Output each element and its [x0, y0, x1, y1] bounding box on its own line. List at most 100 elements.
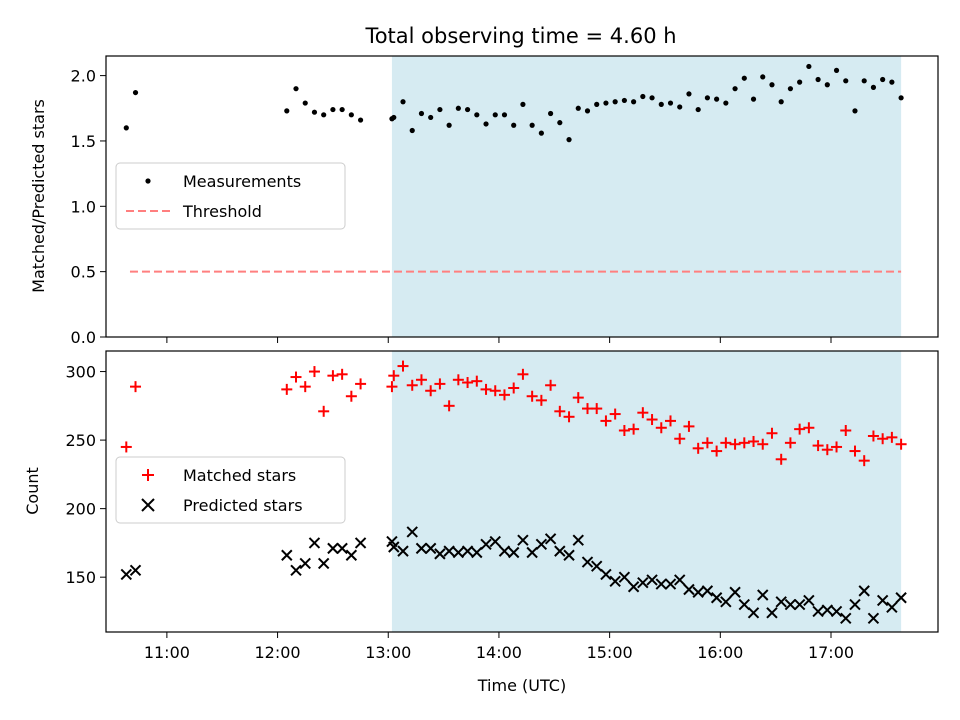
predicted-star-point: [327, 542, 339, 555]
matched-star-point: [452, 374, 464, 386]
predicted-star-point: [664, 578, 677, 590]
predicted-star-point: [489, 535, 501, 548]
predicted-star-point: [581, 556, 594, 568]
predicted-star-point: [683, 583, 695, 596]
measurement-point: [547, 110, 554, 117]
measurement-point: [686, 91, 692, 97]
x-tick-label: 13:00: [365, 643, 411, 662]
predicted-star-point: [784, 598, 797, 611]
measurement-point: [898, 95, 904, 101]
measurement-point: [446, 122, 452, 128]
top-axes-frame: [105, 55, 939, 338]
matched-star-point: [600, 415, 612, 427]
predicted-star-point: [692, 586, 704, 598]
measurement-point: [339, 106, 345, 113]
predicted-star-point: [747, 607, 760, 619]
matched-star-point: [609, 408, 621, 420]
top-observing-window: [391, 56, 902, 337]
predicted-star-point: [646, 574, 658, 586]
matched-star-point: [591, 403, 603, 415]
y-tick-label: 2.0: [71, 67, 96, 86]
bottom-y-axis-label: Count: [23, 467, 42, 515]
matched-star-point: [554, 405, 566, 417]
measurement-point: [474, 112, 480, 118]
matched-star-point: [674, 433, 686, 445]
predicted-star-point: [840, 612, 852, 624]
matched-star-point: [120, 441, 132, 453]
measurement-point: [797, 79, 803, 85]
measurement-point: [538, 130, 544, 136]
measurement-point: [806, 63, 812, 70]
top-panel: 0.00.51.01.52.0 Matched/Predicted stars …: [29, 55, 939, 347]
matched-star-point: [665, 415, 677, 427]
matched-star-point: [327, 370, 339, 382]
measurement-point: [649, 95, 655, 101]
measurement-point: [603, 100, 609, 106]
matched-star-point: [867, 430, 879, 442]
matched-star-point: [517, 368, 529, 380]
measurement-point: [852, 108, 858, 114]
legend-matched-label: Matched stars: [183, 466, 296, 485]
matched-star-point: [711, 445, 723, 457]
matched-star-point: [563, 411, 575, 423]
matched-star-point: [355, 378, 367, 390]
matched-star-point: [757, 438, 769, 450]
predicted-star-point: [618, 571, 631, 583]
matched-star-point: [738, 437, 750, 449]
measurement-points: [123, 63, 904, 143]
measurement-point: [501, 112, 508, 118]
bottom-x-ticks: 11:00 12:00 13:00 14:00 15:00 16:00 17:00: [144, 632, 854, 662]
matched-star-point: [462, 377, 474, 389]
measurement-point: [557, 120, 563, 126]
y-tick-label: 200: [65, 500, 96, 519]
matched-star-point: [729, 438, 741, 450]
predicted-star-point: [674, 574, 686, 586]
matched-star-point: [535, 394, 547, 406]
predicted-star-point: [729, 586, 741, 598]
matched-star-point: [572, 392, 584, 404]
matched-star-point: [628, 423, 640, 435]
measurement-point: [750, 96, 757, 102]
matched-star-point: [766, 427, 778, 439]
x-tick-label: 15:00: [587, 643, 633, 662]
predicted-star-point: [299, 557, 311, 570]
figure-title: Total observing time = 4.60 h: [364, 24, 676, 48]
predicted-star-point: [281, 549, 293, 561]
predicted-star-point: [507, 546, 520, 559]
predicted-star-point: [308, 537, 321, 549]
predicted-star-point: [812, 605, 824, 618]
matched-star-point: [336, 368, 348, 380]
predicted-star-point: [830, 605, 843, 618]
measurement-point: [511, 122, 517, 128]
legend-measurement-marker: [145, 178, 151, 184]
predicted-star-point: [600, 568, 612, 581]
measurement-point: [612, 99, 618, 105]
predicted-star-points: [120, 526, 907, 624]
matched-star-point: [345, 390, 357, 402]
matched-star-point: [581, 403, 593, 415]
x-tick-label: 12:00: [255, 643, 301, 662]
predicted-star-point: [895, 592, 907, 604]
matched-star-point: [775, 453, 787, 465]
predicted-star-point: [627, 581, 640, 593]
measurement-point: [640, 93, 646, 100]
y-tick-label: 1.0: [71, 197, 96, 216]
measurement-point: [824, 82, 830, 88]
matched-star-point: [290, 371, 302, 383]
predicted-star-point: [517, 534, 529, 546]
matched-star-point: [386, 381, 398, 393]
predicted-star-point: [544, 533, 557, 545]
measurement-point: [723, 100, 729, 106]
predicted-star-point: [424, 542, 437, 555]
measurement-point: [667, 100, 674, 106]
matched-star-point: [480, 383, 492, 395]
measurement-point: [302, 100, 308, 106]
x-tick-label: 17:00: [808, 643, 854, 662]
measurement-point: [529, 122, 535, 128]
measurement-point: [889, 79, 895, 85]
matched-star-point: [895, 438, 907, 450]
y-tick-label: 0.0: [71, 328, 96, 347]
measurement-point: [760, 74, 766, 80]
predicted-star-point: [345, 549, 358, 561]
predicted-star-point: [572, 534, 584, 546]
